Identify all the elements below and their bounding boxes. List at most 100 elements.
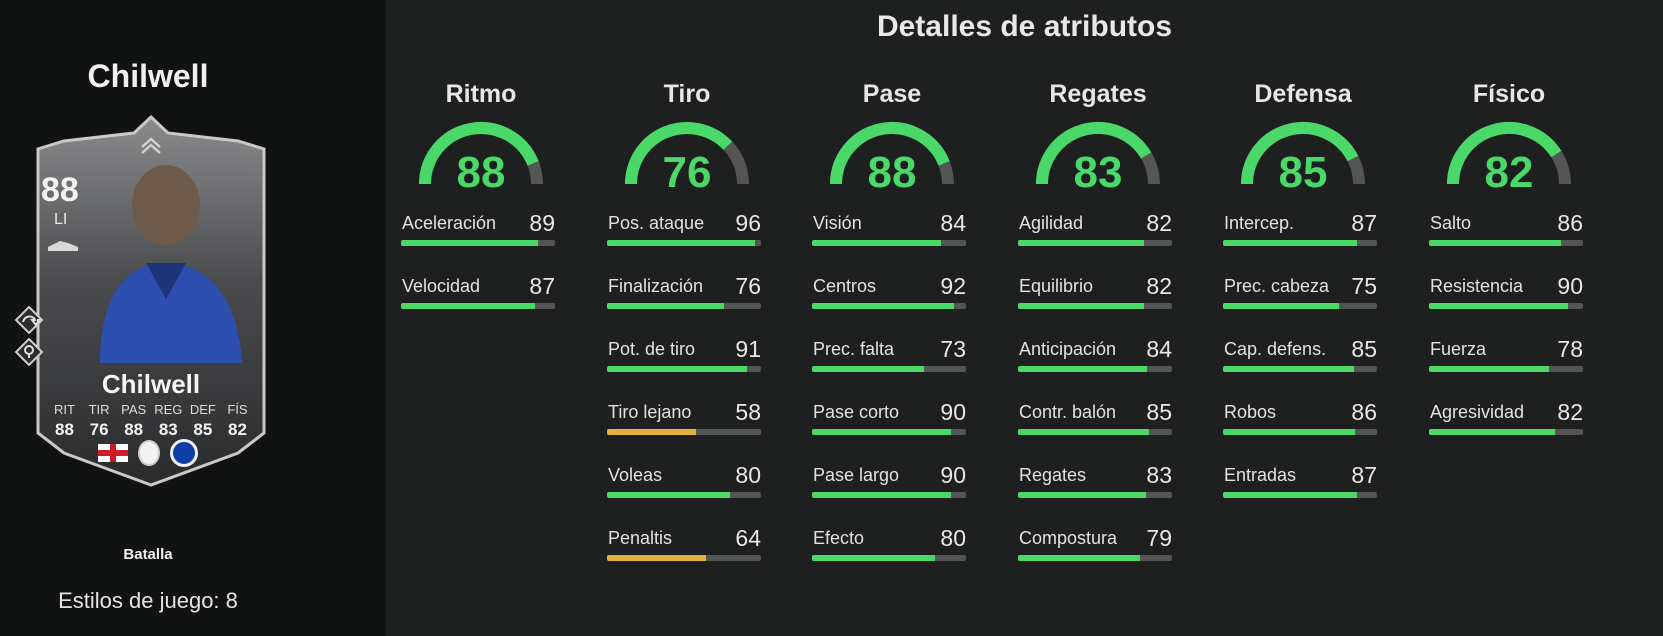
attribute-bar-fill	[607, 555, 706, 561]
attribute-label: Voleas	[608, 465, 663, 485]
gauge-fill	[419, 122, 539, 185]
playstyles-count: Estilos de juego: 8	[58, 588, 238, 613]
attribute-value: 83	[1146, 462, 1172, 488]
playstyle-rebound-icon[interactable]	[14, 305, 44, 335]
attribute-row: Voleas 80	[607, 462, 767, 512]
category-físico: Físico 82 Salto 86 Resistencia 90 Fuerza 78 Agre…	[1429, 0, 1589, 636]
attribute-bar-fill	[1223, 366, 1354, 372]
attribute-row: Pos. ataque 96	[607, 210, 767, 260]
card-rating: 88	[41, 171, 79, 209]
attribute-row: Resistencia 90	[1429, 273, 1589, 323]
attribute-bar-fill	[1429, 303, 1568, 309]
card-stat-value: 88	[55, 420, 74, 439]
category-rating: 82	[1484, 148, 1534, 197]
attribute-bar	[607, 429, 761, 435]
attribute-label: Prec. cabeza	[1224, 276, 1330, 296]
card-stat-label: REG	[154, 402, 183, 417]
card-stat-label: DEF	[189, 402, 216, 417]
gauge-fill	[1447, 122, 1562, 185]
attribute-bar-fill	[1018, 429, 1149, 435]
attribute-value: 87	[1351, 462, 1377, 488]
category-gauge	[1241, 122, 1365, 185]
card-stat-value: 88	[124, 420, 144, 439]
attribute-bar-fill	[1018, 303, 1145, 309]
card-stat-value: 82	[228, 420, 247, 439]
attribute-bar	[812, 240, 966, 246]
attribute-row: Pase largo 90	[812, 462, 972, 512]
category-gauge	[830, 122, 954, 185]
attribute-bar	[1223, 240, 1377, 246]
attribute-value: 96	[735, 210, 761, 236]
attribute-value: 82	[1146, 210, 1172, 236]
attribute-bar-fill	[1223, 492, 1357, 498]
card-stat-values: 88 76 88 83 85 82	[48, 420, 254, 440]
card-stat-value: 76	[89, 420, 109, 439]
attribute-label: Penaltis	[608, 528, 673, 548]
attribute-row: Velocidad 87	[401, 273, 561, 323]
attribute-row: Aceleración 89	[401, 210, 561, 260]
card-stat-label: TIR	[88, 402, 110, 417]
category-gauge	[419, 122, 543, 185]
attribute-label: Intercep.	[1224, 213, 1295, 233]
attribute-label: Anticipación	[1019, 339, 1117, 359]
playstyle-location-icon[interactable]	[14, 337, 44, 367]
attribute-label: Pot. de tiro	[608, 339, 696, 359]
attribute-value: 87	[1351, 210, 1377, 236]
attribute-label: Contr. balón	[1019, 402, 1117, 422]
attribute-value: 85	[1146, 399, 1172, 425]
category-rating: 83	[1073, 148, 1123, 197]
attribute-bar	[812, 303, 966, 309]
chemistry-style-label: Batalla	[123, 546, 173, 563]
category-rating: 88	[867, 148, 917, 197]
attribute-bar	[607, 555, 761, 561]
attribute-value: 90	[940, 399, 966, 425]
attribute-label: Regates	[1019, 465, 1087, 485]
category-rating: 88	[456, 148, 506, 197]
attribute-bar	[1223, 366, 1377, 372]
section-title: Detalles de atributos	[876, 10, 1173, 43]
boot-icon	[48, 241, 78, 251]
player-card[interactable]: 88 LI Chilwell RIT TIR PAS REG DEF FÍS 8…	[14, 113, 274, 491]
category-gauge	[1447, 122, 1571, 185]
attribute-row: Prec. cabeza 75	[1223, 273, 1383, 323]
category-gauge	[1036, 122, 1160, 185]
attribute-label: Agilidad	[1019, 213, 1084, 233]
attribute-value: 87	[529, 273, 555, 299]
attribute-bar	[1018, 555, 1172, 561]
gauge-fill	[830, 122, 950, 185]
attribute-value: 89	[529, 210, 555, 236]
attribute-row: Cap. defens. 85	[1223, 336, 1383, 386]
attribute-row: Prec. falta 73	[812, 336, 972, 386]
attribute-row: Robos 86	[1223, 399, 1383, 449]
attribute-bar	[1223, 492, 1377, 498]
attribute-bar	[1018, 492, 1172, 498]
card-background	[36, 114, 266, 487]
attribute-row: Agilidad 82	[1018, 210, 1178, 260]
attribute-bar-fill	[607, 429, 697, 435]
attribute-label: Robos	[1224, 402, 1277, 422]
card-position: LI	[54, 211, 68, 228]
attribute-value: 78	[1557, 336, 1583, 362]
club-crest-icon	[170, 439, 198, 467]
attribute-row: Salto 86	[1429, 210, 1589, 260]
attribute-bar	[1018, 303, 1172, 309]
attribute-value: 85	[1351, 336, 1377, 362]
attribute-bar-fill	[401, 303, 535, 309]
attribute-row: Entradas 87	[1223, 462, 1383, 512]
attribute-bar	[607, 240, 761, 246]
card-stat-value: 85	[193, 420, 213, 439]
category-ritmo: Ritmo 88 Aceleración 89 Velocidad 87	[401, 0, 561, 636]
card-player-name: Chilwell	[101, 369, 201, 399]
category-title: Tiro	[663, 80, 711, 108]
attribute-bar-fill	[607, 303, 725, 309]
attribute-row: Efecto 80	[812, 525, 972, 575]
category-title: Ritmo	[445, 80, 517, 108]
attribute-value: 73	[940, 336, 966, 362]
attribute-bar-fill	[607, 240, 755, 246]
card-stat-labels: RIT TIR PAS REG DEF FÍS	[48, 402, 254, 417]
attribute-label: Pos. ataque	[608, 213, 705, 233]
attribute-row: Tiro lejano 58	[607, 399, 767, 449]
attribute-bar	[607, 492, 761, 498]
card-badges	[98, 439, 198, 467]
attribute-value: 86	[1351, 399, 1377, 425]
